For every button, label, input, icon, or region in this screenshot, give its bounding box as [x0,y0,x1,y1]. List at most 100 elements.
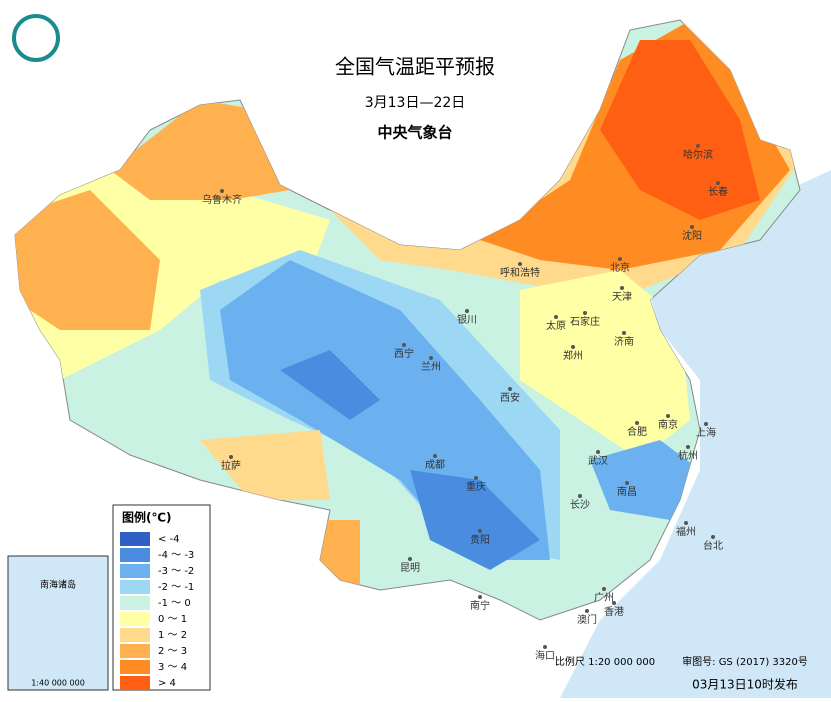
city-label: 拉萨 [221,459,241,472]
city-label: 西宁 [394,347,414,360]
logo [12,14,60,62]
legend-swatch [120,564,150,578]
city-label: 广州 [594,592,614,604]
city-dot [622,331,626,335]
legend-swatch [120,612,150,626]
city-label: 台北 [703,539,723,552]
legend-swatch [120,596,150,610]
city-label: 长沙 [570,499,590,511]
legend-swatch [120,644,150,658]
city-label: 南京 [658,418,678,431]
legend-label: 3 ～ 4 [158,662,187,673]
city-label: 上海 [696,426,716,439]
city-dot [686,445,690,449]
city-dot [474,476,478,480]
city-label: 重庆 [466,480,486,493]
legend-swatch [120,676,150,690]
china-map [14,19,801,621]
city-dot [402,343,406,347]
legend-label: -3 ～ -2 [158,566,194,577]
issuer: 中央气象台 [377,124,452,142]
city-label: 合肥 [627,425,647,438]
legend-swatch [120,660,150,674]
city-label: 武汉 [588,454,608,467]
city-label: 呼和浩特 [500,267,540,279]
legend-label: 2 ～ 3 [158,646,187,657]
city-dot [220,189,224,193]
legend-label: -4 ～ -3 [158,550,194,561]
legend-label: 1 ～ 2 [158,630,187,641]
legend-label: < -4 [158,534,180,545]
legend-swatch [120,532,150,546]
city-label: 石家庄 [570,315,600,328]
city-dot [620,286,624,290]
legend-label: 0 ～ 1 [158,614,187,625]
city-dot [602,587,606,591]
city-dot [612,601,616,605]
city-dot [508,387,512,391]
city-dot [433,454,437,458]
city-dot [596,450,600,454]
city-label: 长春 [708,186,728,198]
city-dot [518,262,522,266]
legend-title: 图例(℃) [122,510,172,525]
inset-label: 南海诸岛 [40,579,76,591]
city-label: 杭州 [678,449,698,462]
city-label: 西安 [500,391,520,404]
legend-swatch [120,548,150,562]
city-dot [666,414,670,418]
legend-label: -2 ～ -1 [158,582,194,593]
city-label: 福州 [676,525,696,538]
city-label: 昆明 [400,562,420,574]
city-dot [408,557,412,561]
legend-swatch [120,580,150,594]
city-label: 郑州 [563,349,583,362]
city-label: 澳门 [577,613,597,626]
period: 3月13日—22日 [365,95,466,111]
anomaly-fills [15,20,800,600]
city-label: 银川 [457,313,477,326]
city-dot [696,144,700,148]
city-label: 北京 [610,261,630,274]
city-dot [716,181,720,185]
city-dot [618,257,622,261]
city-dot [585,609,589,613]
city-label: 成都 [425,459,445,471]
city-label: 香港 [604,606,624,618]
city-dot [690,225,694,229]
city-label: 济南 [614,335,634,348]
city-dot [625,481,629,485]
city-dot [635,421,639,425]
city-dot [571,345,575,349]
sea [560,170,831,698]
city-dot [578,494,582,498]
city-dot [478,529,482,533]
city-dot [583,311,587,315]
inset-scale: 1:40 000 000 [31,679,85,688]
legend-label: > 4 [158,678,176,689]
legend-label: -1 ～ 0 [158,598,191,609]
city-dot [229,455,233,459]
issued-time: 03月13日10时发布 [692,677,798,692]
city-label: 南昌 [617,485,637,498]
city-label: 南宁 [470,599,490,612]
legend: 图例(℃) < -4 -4 ～ -3 -3 ～ -2 -2 ～ -1 -1 ～ 0 0 ～… [112,504,211,691]
city-dot [684,521,688,525]
city-label: 海口 [535,649,555,662]
approval-number: 审图号: GS (2017) 3320号 [682,655,808,668]
city-dot [554,315,558,319]
city-dot [543,645,547,649]
title: 全国气温距平预报 [335,55,495,79]
city-dot [465,309,469,313]
city-dot [704,422,708,426]
city-label: 哈尔滨 [683,148,713,161]
city-dot [711,535,715,539]
city-label: 太原 [546,319,566,332]
map-scale: 比例尺 1:20 000 000 [555,655,655,668]
city-label: 沈阳 [682,229,702,242]
inset-frame [7,555,109,691]
city-dot [478,595,482,599]
city-label: 乌鲁木齐 [202,193,242,206]
